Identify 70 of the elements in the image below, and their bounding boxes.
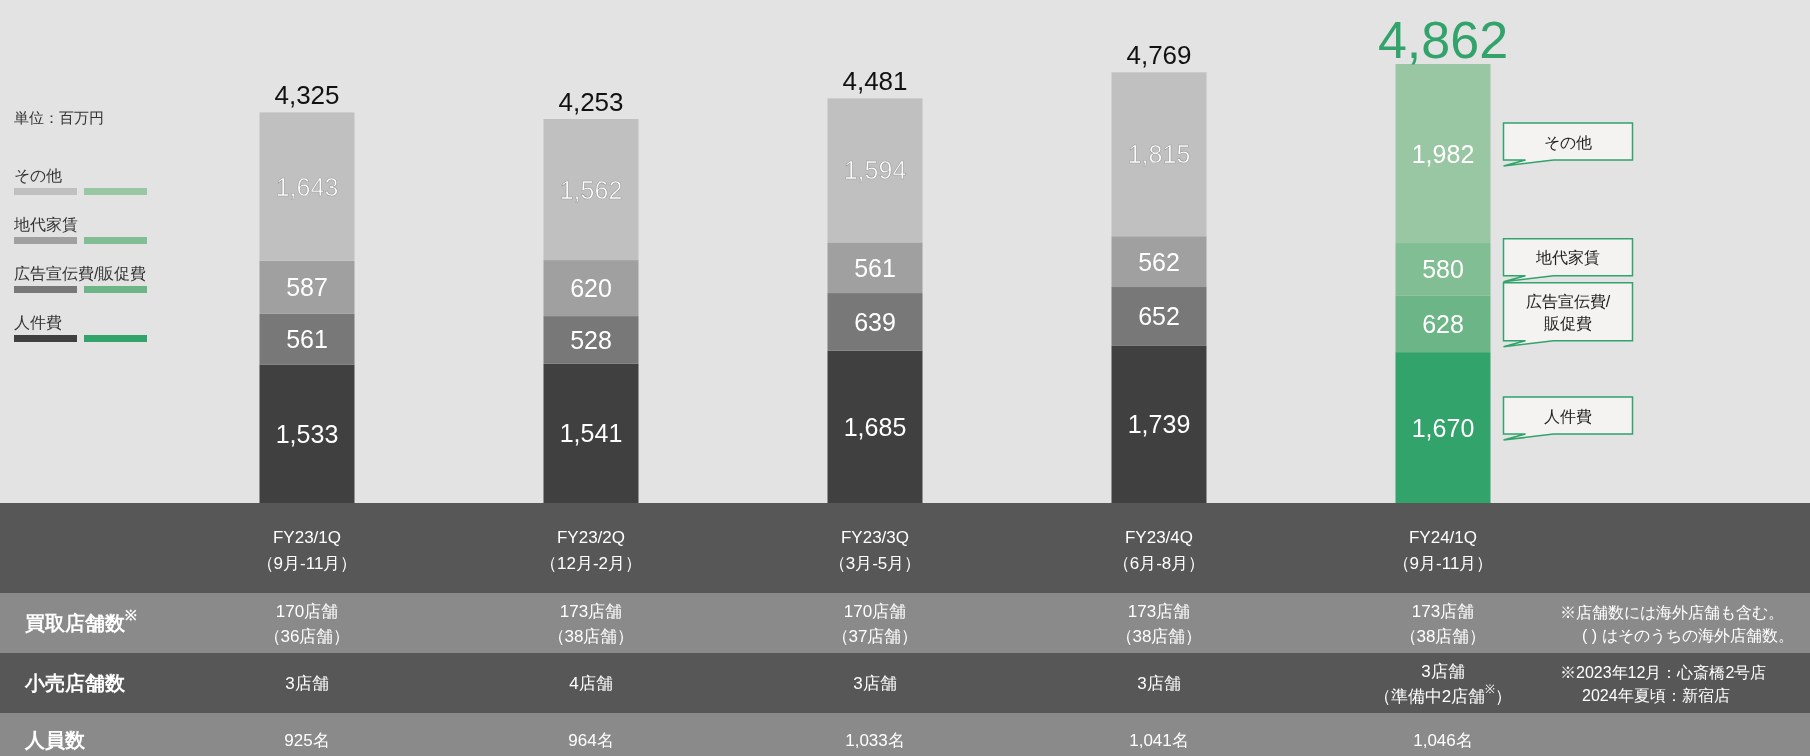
- bar: [1111, 287, 1207, 346]
- x-tick-label: FY23/3Q （3月-5月）: [828, 527, 922, 573]
- bar: [1395, 352, 1491, 503]
- text: 1,046名: [1413, 730, 1473, 750]
- bar: [1395, 64, 1491, 244]
- data-label: 562: [1138, 247, 1180, 276]
- bar: [1111, 72, 1207, 237]
- text: 170店舗（36店舗）: [263, 601, 351, 645]
- data-label: 1,739: [1127, 410, 1191, 439]
- total-label: 4,862: [1377, 11, 1509, 69]
- bar: [827, 293, 923, 351]
- text: 3店舗: [853, 673, 897, 693]
- bar: [827, 98, 923, 243]
- data-label: 1,982: [1411, 139, 1475, 168]
- bar: [827, 242, 923, 294]
- text: 1,033名: [845, 730, 905, 750]
- data-label: 561: [854, 253, 896, 282]
- x-tick-label: FY23/4Q （6月-8月）: [1112, 527, 1206, 573]
- text: 3店舗（準備中2店舗$^{※}$）: [1373, 661, 1513, 705]
- bar: [543, 316, 639, 364]
- text: 3店舗: [285, 673, 329, 693]
- x-tick-label: FY23/1Q （9月-11月）: [256, 527, 358, 573]
- text: ※2023年12月：心斎橋2号店 2024年夏頃：新宿店: [1560, 663, 1767, 703]
- bar: [259, 313, 355, 365]
- data-label: 528: [570, 325, 612, 354]
- bar: [543, 119, 639, 261]
- text: 170店舗（37店舗）: [831, 601, 919, 645]
- data-label: 580: [1422, 255, 1464, 284]
- bar: [1395, 243, 1491, 296]
- x-tick-label: FY23/2Q （12月-2月）: [539, 527, 643, 573]
- text: 964名: [568, 730, 614, 750]
- bar: [259, 112, 355, 261]
- x-tick-label: FY24/1Q （9月-11月）: [1392, 527, 1494, 573]
- data-label: 1,815: [1127, 140, 1191, 169]
- text: ※店舗数には海外店舗も含む。 ( ) はそのうちの海外店舗数。: [1560, 603, 1794, 644]
- total-label: 4,481: [842, 66, 908, 97]
- bar: [543, 363, 639, 503]
- text: 人員数: [24, 729, 86, 751]
- bar: [1111, 236, 1207, 288]
- text: 173店舗（38店舗）: [1399, 601, 1487, 645]
- bar: [827, 350, 923, 503]
- data-label: 561: [286, 325, 328, 354]
- total-label: 4,325: [274, 80, 340, 111]
- bar: [259, 260, 355, 314]
- bar: [543, 260, 639, 317]
- bar: [1395, 295, 1491, 353]
- data-label: 652: [1138, 302, 1180, 331]
- legend: その他 地代家賃 広告宣伝費/販促費 人件費: [14, 166, 147, 342]
- bar: [1111, 345, 1207, 503]
- data-label: 1,533: [275, 419, 339, 448]
- data-label: 639: [854, 307, 896, 336]
- total-label: 4,253: [558, 87, 624, 118]
- data-label: 1,541: [559, 419, 623, 448]
- text: 買取店舗数$^{※}$: [24, 607, 137, 634]
- text: 小売店舗数: [24, 672, 126, 694]
- callout: 広告宣伝費/販促費: [1502, 282, 1634, 348]
- data-label: 1,670: [1411, 413, 1475, 442]
- data-label: 1,685: [843, 412, 907, 441]
- annotation: 単位：百万円: [14, 108, 104, 126]
- text: 1,041名: [1129, 730, 1189, 750]
- text: 173店舗（38店舗）: [1115, 601, 1203, 645]
- text: 4店舗: [569, 673, 613, 693]
- data-label: 620: [570, 274, 612, 303]
- data-label: 587: [286, 273, 328, 302]
- text: 173店舗（38店舗）: [547, 601, 635, 645]
- text: 3店舗: [1137, 673, 1181, 693]
- data-label: 628: [1422, 309, 1464, 338]
- total-label: 4,769: [1126, 40, 1192, 71]
- text: 925名: [284, 730, 330, 750]
- bar: [259, 364, 355, 503]
